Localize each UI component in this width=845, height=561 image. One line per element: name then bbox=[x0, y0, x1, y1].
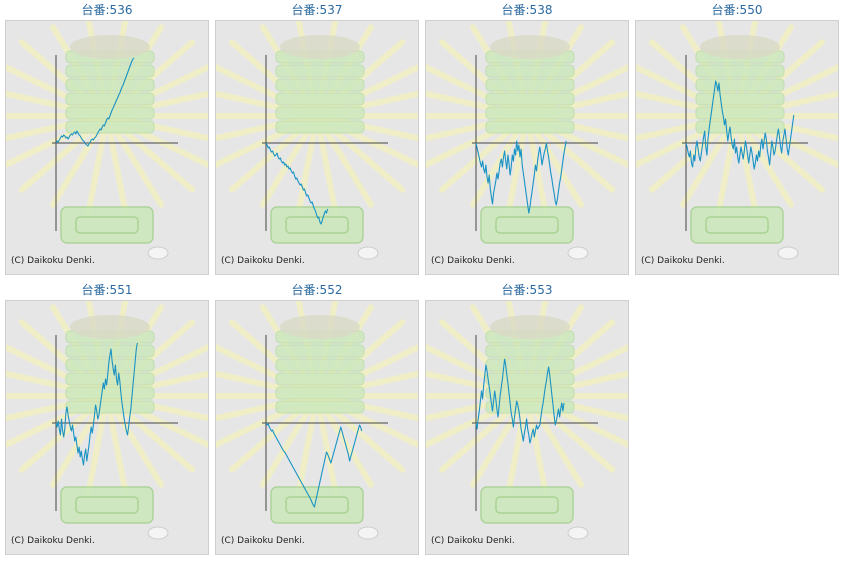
chart-svg bbox=[426, 21, 628, 260]
background-art bbox=[426, 21, 628, 260]
machine-chart-card: 台番:551 (C) Daikoku Denki. bbox=[5, 280, 209, 555]
copyright-text: (C) Daikoku Denki. bbox=[221, 256, 305, 266]
machine-number-title[interactable]: 台番:538 bbox=[501, 3, 553, 17]
machine-chart-card: 台番:538 (C) Daikoku Denki. bbox=[425, 0, 629, 275]
series-line bbox=[55, 57, 135, 147]
series-line bbox=[685, 80, 795, 170]
chart-panel: (C) Daikoku Denki. bbox=[425, 300, 629, 555]
series-line bbox=[475, 140, 567, 214]
chart-panel: (C) Daikoku Denki. bbox=[425, 20, 629, 275]
chart-panel: (C) Daikoku Denki. bbox=[5, 20, 209, 275]
copyright-text: (C) Daikoku Denki. bbox=[641, 256, 725, 266]
background-art bbox=[6, 21, 208, 260]
chart-panel: (C) Daikoku Denki. bbox=[215, 20, 419, 275]
background-art bbox=[6, 301, 208, 540]
machine-chart-card: 台番:537 (C) Daikoku Denki. bbox=[215, 0, 419, 275]
machine-number-title[interactable]: 台番:551 bbox=[81, 283, 133, 297]
background-art bbox=[216, 301, 418, 540]
machine-number-title[interactable]: 台番:553 bbox=[501, 283, 553, 297]
machine-number-title[interactable]: 台番:537 bbox=[291, 3, 343, 17]
chart-svg bbox=[636, 21, 838, 260]
machine-number-title[interactable]: 台番:550 bbox=[711, 3, 763, 17]
background-art bbox=[216, 21, 418, 260]
machine-chart-card: 台番:552 (C) Daikoku Denki. bbox=[215, 280, 419, 555]
background-art bbox=[636, 21, 838, 260]
chart-panel: (C) Daikoku Denki. bbox=[215, 300, 419, 555]
machine-number-title[interactable]: 台番:536 bbox=[81, 3, 133, 17]
copyright-text: (C) Daikoku Denki. bbox=[11, 536, 95, 546]
copyright-text: (C) Daikoku Denki. bbox=[431, 536, 515, 546]
machine-chart-card: 台番:550 (C) Daikoku Denki. bbox=[635, 0, 839, 275]
chart-panel: (C) Daikoku Denki. bbox=[635, 20, 839, 275]
chart-svg bbox=[426, 301, 628, 540]
chart-svg bbox=[216, 21, 418, 260]
copyright-text: (C) Daikoku Denki. bbox=[221, 536, 305, 546]
series-line bbox=[55, 342, 138, 466]
copyright-text: (C) Daikoku Denki. bbox=[431, 256, 515, 266]
copyright-text: (C) Daikoku Denki. bbox=[11, 256, 95, 266]
chart-svg bbox=[6, 301, 208, 540]
chart-svg bbox=[6, 21, 208, 260]
machine-number-title[interactable]: 台番:552 bbox=[291, 283, 343, 297]
background-art bbox=[426, 301, 628, 540]
machine-chart-card: 台番:536 (C) Daikoku Denki. bbox=[5, 0, 209, 275]
series-line bbox=[475, 358, 565, 444]
chart-svg bbox=[216, 301, 418, 540]
chart-panel: (C) Daikoku Denki. bbox=[5, 300, 209, 555]
series-line bbox=[265, 142, 329, 225]
series-line bbox=[265, 422, 363, 508]
machine-chart-card: 台番:553 (C) Daikoku Denki. bbox=[425, 280, 629, 555]
